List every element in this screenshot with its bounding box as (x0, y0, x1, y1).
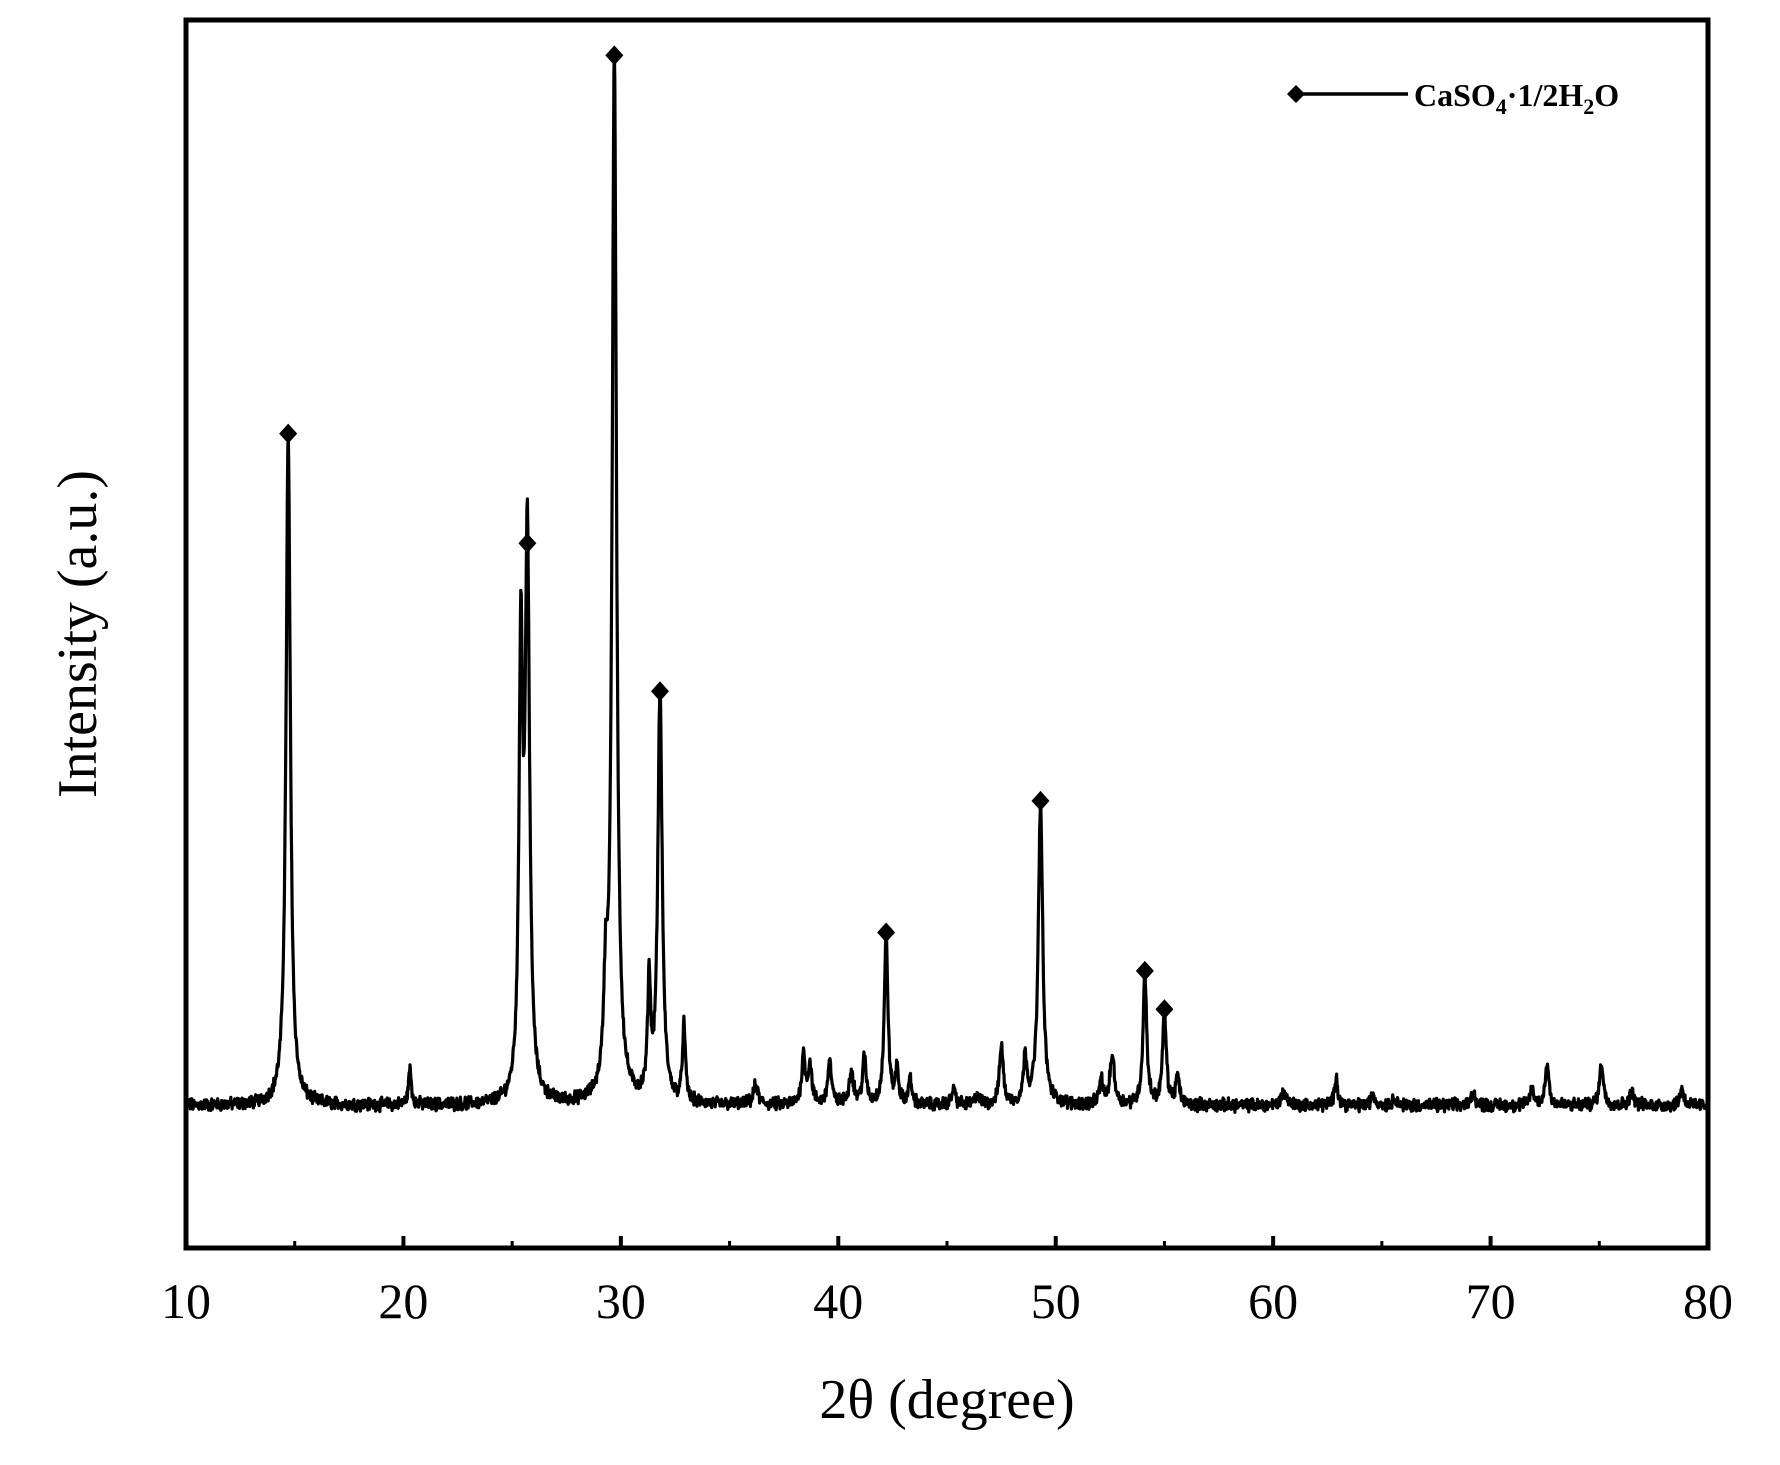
y-axis-title: Intensity (a.u.) (47, 470, 109, 798)
legend-label-part: CaSO (1414, 77, 1496, 113)
legend-diamond-icon (1287, 85, 1305, 103)
legend-label-part: O (1594, 77, 1619, 113)
peak-diamond-icon (279, 423, 298, 444)
peak-diamond-icon (1031, 790, 1050, 811)
x-tick-label: 50 (1031, 1273, 1081, 1329)
x-tick-label: 80 (1683, 1273, 1733, 1329)
legend: CaSO4·1/2H2O (1287, 77, 1619, 119)
x-tick-label: 20 (378, 1273, 428, 1329)
peak-diamond-icon (1155, 999, 1174, 1020)
x-tick-label: 60 (1248, 1273, 1298, 1329)
peak-diamond-icon (877, 922, 896, 943)
x-axis-title: 2θ (degree) (819, 1369, 1074, 1431)
legend-label: CaSO4·1/2H2O (1414, 77, 1619, 119)
x-tick-label: 30 (596, 1273, 646, 1329)
peak-markers (279, 45, 1174, 1020)
x-axis-ticks: 10 20 30 40 50 60 70 80 (161, 1236, 1733, 1329)
plot-area (184, 48, 1710, 1114)
peak-diamond-icon (518, 533, 537, 554)
x-tick-label: 40 (813, 1273, 863, 1329)
xrd-pattern-line (184, 48, 1710, 1114)
legend-label-part: ·1/2H (1507, 77, 1584, 113)
peak-diamond-icon (650, 681, 669, 702)
legend-label-subscript: 4 (1496, 94, 1507, 119)
legend-label-subscript: 2 (1583, 94, 1594, 119)
x-tick-label: 70 (1466, 1273, 1516, 1329)
peak-diamond-icon (605, 45, 624, 66)
peak-diamond-icon (1135, 960, 1154, 981)
x-tick-label: 10 (161, 1273, 211, 1329)
